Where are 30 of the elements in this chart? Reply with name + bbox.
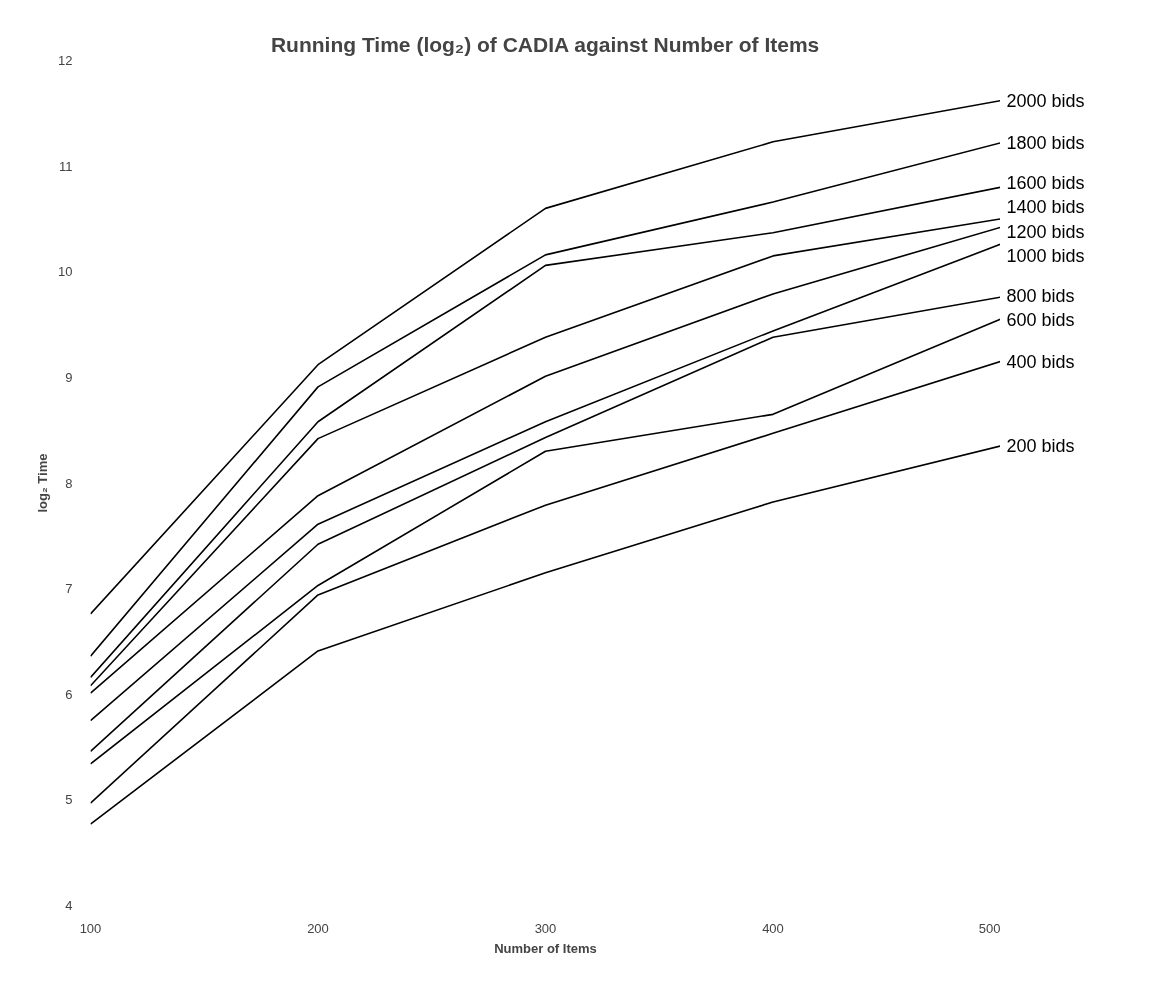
series-label: 1800 bids	[1006, 132, 1085, 153]
line-series	[90, 99, 1000, 615]
x-tick-label: 400	[762, 920, 784, 936]
y-tick-label: 4	[65, 898, 73, 913]
y-tick-label: 7	[65, 581, 73, 597]
y-tick-label: 12	[58, 53, 73, 68]
y-tick-label: 5	[65, 792, 73, 808]
x-tick-label: 500	[978, 920, 1001, 936]
y-tick-label: 8	[65, 475, 73, 491]
y-tick-label: 6	[65, 686, 73, 702]
series-label: 1600 bids	[1006, 173, 1085, 194]
series-label: 1200 bids	[1006, 221, 1085, 242]
y-tick-label: 11	[59, 158, 73, 174]
line-series	[90, 360, 1000, 804]
y-axis-title: log₂ Time	[35, 453, 51, 513]
x-tick-label: 100	[79, 920, 102, 936]
x-tick-label: 300	[534, 920, 557, 936]
y-tick-label: 10	[58, 264, 73, 280]
series-label: 1400 bids	[1006, 197, 1085, 218]
series-label: 200 bids	[1006, 436, 1075, 457]
x-axis-title: Number of Items	[494, 940, 597, 956]
series-label: 400 bids	[1006, 351, 1075, 372]
y-tick-label: 9	[65, 369, 73, 385]
series-label: 800 bids	[1006, 286, 1075, 307]
line-series	[90, 445, 1000, 825]
series-label: 1000 bids	[1006, 245, 1085, 266]
series-label: 600 bids	[1006, 310, 1075, 331]
chart-title: Running Time (log₂) of CADIA against Number of Items	[270, 32, 820, 56]
series-label: 2000 bids	[1006, 90, 1085, 111]
x-tick-label: 200	[307, 920, 329, 936]
